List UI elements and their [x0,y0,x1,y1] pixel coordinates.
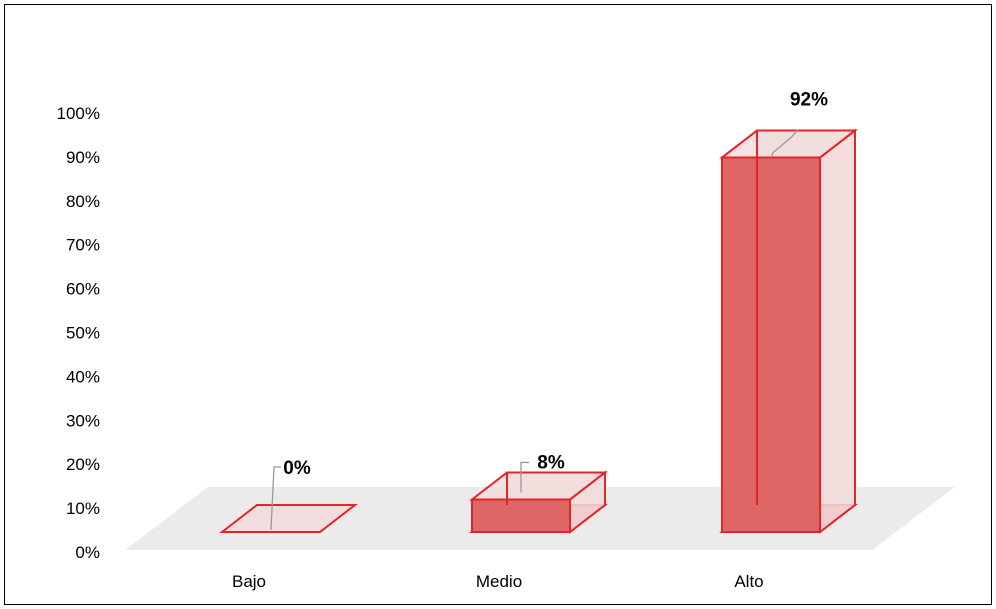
bar-front-face [471,498,571,533]
bar-medio [469,470,608,535]
leader-line [770,129,799,158]
leader-line [270,466,281,531]
bar-top-face [719,129,858,159]
y-tick-label: 40% [66,367,100,386]
data-label: 0% [283,458,311,479]
y-tick-label: 70% [66,236,100,255]
y-tick-label: 10% [66,499,100,518]
y-tick-label: 0% [75,543,100,562]
bars [219,128,858,535]
y-tick-label: 30% [66,411,100,430]
bar-side-face [819,128,856,535]
bar-alto [719,128,858,535]
y-axis-tick-labels: 0% 10% 20% 30% 40% 50% 60% 70% 80% 90% 100% [57,104,100,562]
category-label: Medio [476,572,522,591]
y-tick-label: 80% [66,192,100,211]
bar-bottom-face [219,504,358,533]
leader-line [520,461,529,493]
data-label: 92% [790,90,828,111]
y-tick-label: 60% [66,280,100,299]
bar-front-face [721,156,821,533]
y-tick-label: 50% [66,324,100,343]
category-label: Alto [734,572,763,591]
y-tick-label: 20% [66,455,100,474]
bar-bajo [219,504,358,533]
y-tick-label: 90% [66,148,100,167]
bar-top-face [469,471,608,501]
data-labels: 0% 8% 92% [270,90,828,531]
y-tick-label: 100% [57,104,100,123]
data-label: 8% [537,452,565,473]
category-labels: Bajo Medio Alto [232,572,764,591]
category-label: Bajo [232,572,266,591]
